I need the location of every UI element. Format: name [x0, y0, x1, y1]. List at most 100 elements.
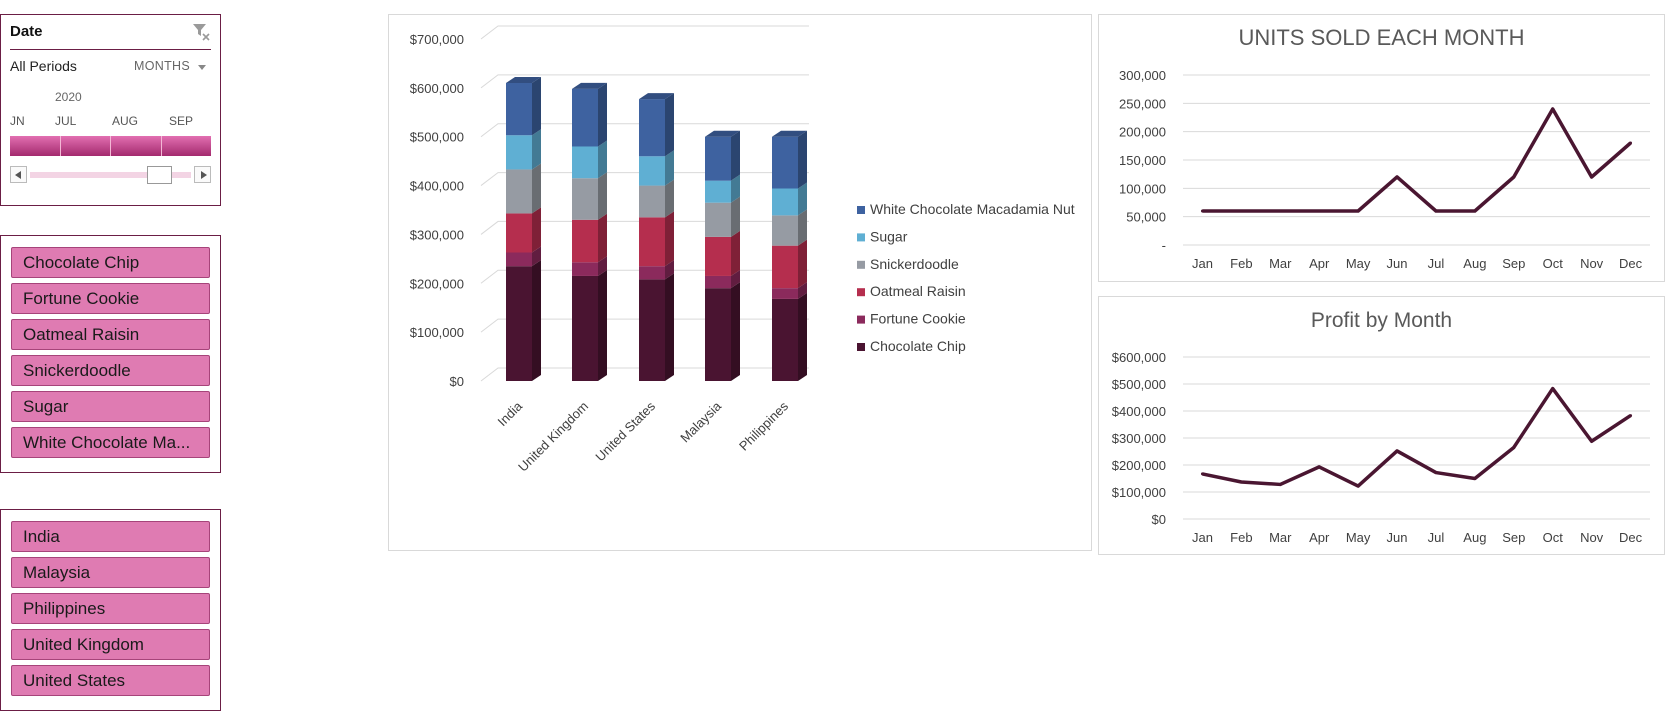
legend-swatch — [857, 206, 865, 214]
bar-side — [798, 239, 807, 289]
y-tick-label: 100,000 — [1119, 181, 1166, 196]
slicer-item-united-states[interactable]: United States — [11, 665, 210, 696]
bar-segment[interactable] — [705, 174, 740, 203]
timeline-month-cell[interactable] — [10, 136, 61, 156]
scroll-right-icon[interactable] — [194, 166, 211, 183]
legend-swatch — [857, 260, 865, 269]
bar-segment[interactable] — [639, 179, 674, 218]
x-tick-label: Sep — [1502, 530, 1525, 545]
bar-top — [772, 130, 807, 137]
y-tick-label: $400,000 — [1112, 404, 1166, 419]
slicer-item-snickerdoodle[interactable]: Snickerdoodle — [11, 355, 210, 386]
scrollbar-thumb[interactable] — [147, 166, 172, 184]
bar-segment[interactable] — [506, 163, 541, 214]
timeline-level-dropdown[interactable]: MONTHS — [134, 59, 190, 73]
slicer-item-oatmeal-raisin[interactable]: Oatmeal Raisin — [11, 319, 210, 350]
x-tick-label: Jul — [1428, 530, 1445, 545]
bar-side — [665, 93, 674, 157]
bar-front — [506, 266, 532, 381]
bar-segment[interactable] — [639, 150, 674, 186]
bar-segment[interactable] — [572, 172, 607, 220]
bar-side — [798, 282, 807, 299]
x-category-label: United Kingdom — [515, 399, 591, 475]
bar-segment[interactable] — [572, 256, 607, 276]
bar-segment[interactable] — [572, 269, 607, 381]
bar-segment[interactable] — [772, 182, 807, 216]
bar-side — [532, 207, 541, 253]
profit-by-month-chart[interactable]: Profit by Month $0 $100,000 $200,000 $300,0… — [1098, 296, 1665, 555]
slicer-item-white-chocolate-macadamia[interactable]: White Chocolate Ma... — [11, 427, 210, 458]
bar-segment[interactable] — [705, 230, 740, 276]
bar-front — [572, 146, 598, 179]
bar-segment[interactable] — [572, 213, 607, 263]
bar-segment[interactable] — [506, 129, 541, 170]
gridline — [480, 123, 809, 138]
bar-segment[interactable] — [772, 282, 807, 299]
bar-segment[interactable] — [572, 82, 607, 147]
clear-filter-icon[interactable] — [191, 22, 211, 42]
y-tick-label: $200,000 — [410, 276, 464, 291]
legend-swatch — [857, 288, 865, 297]
x-tick-label: Jun — [1387, 256, 1408, 271]
bar-segment[interactable] — [772, 209, 807, 246]
data-point — [1317, 209, 1321, 213]
bar-segment[interactable] — [772, 239, 807, 289]
bar-segment[interactable] — [639, 93, 674, 157]
slicer-item-united-kingdom[interactable]: United Kingdom — [11, 629, 210, 660]
timeline-period-label: All Periods — [10, 58, 77, 74]
bar-segment[interactable] — [705, 130, 740, 181]
y-tick-label: $600,000 — [410, 81, 464, 96]
timeline-month-cell[interactable] — [162, 136, 212, 156]
bar-segment[interactable] — [639, 260, 674, 280]
bar-side — [798, 292, 807, 381]
product-slicer: Chocolate Chip Fortune Cookie Oatmeal Ra… — [0, 235, 221, 473]
bar-segment[interactable] — [506, 76, 541, 136]
bar-segment[interactable] — [506, 260, 541, 381]
bar-segment[interactable] — [705, 282, 740, 381]
timeline-month-cell[interactable] — [61, 136, 111, 156]
bar-segment[interactable] — [772, 292, 807, 381]
bar-segment[interactable] — [639, 273, 674, 381]
y-tick-label: $100,000 — [1112, 485, 1166, 500]
scrollbar-track[interactable] — [30, 172, 191, 178]
bar-segment[interactable] — [705, 269, 740, 289]
slicer-item-sugar[interactable]: Sugar — [11, 391, 210, 422]
units-sold-chart[interactable]: UNITS SOLD EACH MONTH - 50,000 100,000 150,… — [1098, 14, 1665, 282]
timeline-month-cell[interactable] — [111, 136, 162, 156]
slicer-item-malaysia[interactable]: Malaysia — [11, 557, 210, 588]
data-point — [1551, 387, 1555, 391]
bar-segment[interactable] — [506, 246, 541, 267]
bar-segment[interactable] — [772, 130, 807, 189]
x-tick-label: Oct — [1543, 530, 1564, 545]
slicer-item-fortune-cookie[interactable]: Fortune Cookie — [11, 283, 210, 314]
data-point — [1434, 471, 1438, 475]
data-point — [1473, 209, 1477, 213]
slicer-item-chocolate-chip[interactable]: Chocolate Chip — [11, 247, 210, 278]
bar-segment[interactable] — [572, 140, 607, 179]
bar-front — [772, 215, 798, 246]
scroll-left-icon[interactable] — [10, 166, 27, 183]
chart-title: Profit by Month — [1310, 309, 1453, 332]
bar-side — [598, 256, 607, 276]
chevron-down-icon[interactable] — [198, 65, 206, 70]
bar-front — [705, 288, 731, 381]
bar-side — [665, 273, 674, 381]
sales-by-country-chart[interactable]: $0 $100,000 $200,000 $300,000 $400,000 $500,0… — [388, 14, 1092, 551]
data-point — [1590, 175, 1594, 179]
x-category-label: Malaysia — [677, 398, 724, 445]
y-tick-label: $600,000 — [1112, 350, 1166, 365]
bar-front — [772, 298, 798, 381]
x-tick-label: Jul — [1428, 256, 1445, 271]
bar-segment[interactable] — [639, 211, 674, 267]
data-point — [1590, 439, 1594, 443]
bar-front — [772, 245, 798, 289]
timeline-scrollbar[interactable] — [10, 166, 211, 184]
y-tick-label: 50,000 — [1126, 210, 1166, 225]
timeline-selection-bar[interactable] — [10, 136, 211, 156]
slicer-item-philippines[interactable]: Philippines — [11, 593, 210, 624]
bar-chart-svg: $0 $100,000 $200,000 $300,000 $400,000 $500,0… — [410, 25, 1075, 475]
bar-segment[interactable] — [506, 207, 541, 253]
legend-swatch — [857, 315, 865, 324]
slicer-item-india[interactable]: India — [11, 521, 210, 552]
bar-segment[interactable] — [705, 196, 740, 237]
